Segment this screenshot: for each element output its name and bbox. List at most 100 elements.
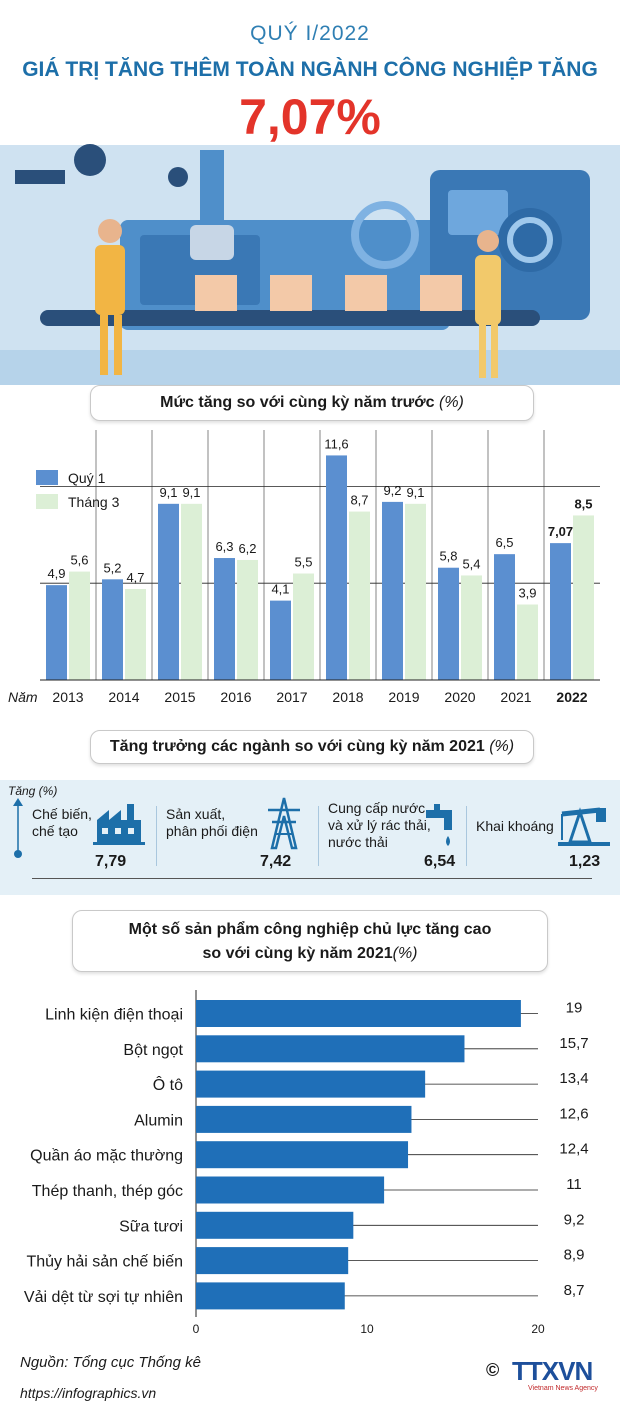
x-tick-label: 2018 (332, 689, 363, 705)
data-label-q1: 11,6 (324, 436, 348, 451)
x-tick-label: 2014 (108, 689, 139, 705)
bar-product (196, 1105, 412, 1133)
industry-label-line: và xử lý rác thải, (328, 817, 431, 833)
category-label: Thép thanh, thép góc (32, 1183, 183, 1200)
bar-product (196, 1282, 345, 1310)
x-tick-label: 2019 (388, 689, 419, 705)
bar-product (196, 1211, 354, 1239)
category-label: Ô tô (153, 1075, 183, 1094)
industry-item-water: Cung cấp nước và xử lý rác thải, nước th… (328, 800, 431, 851)
x-tick-label: 2021 (500, 689, 531, 705)
bar-march-2020 (461, 575, 482, 680)
bar-product (196, 1176, 385, 1204)
value-label: 12,4 (559, 1141, 588, 1158)
category-label: Alumin (134, 1112, 183, 1129)
data-label-march: 4,7 (126, 570, 144, 585)
category-label: Linh kiện điện thoại (45, 1007, 183, 1024)
factory-illustration (0, 144, 620, 385)
industry-label-line: Sản xuất, (166, 806, 226, 822)
section2-title: Tăng trưởng các ngành so với cùng kỳ năm… (90, 730, 534, 764)
bar-q1-2021 (494, 554, 515, 680)
bar-march-2013 (69, 571, 90, 680)
bar-q1-2016 (214, 558, 235, 680)
value-label: 11 (566, 1176, 582, 1193)
industry-label-line: Khai khoáng (476, 818, 554, 834)
section3-unit: (%) (392, 945, 418, 962)
bar-q1-2014 (102, 579, 123, 680)
bar-product (196, 1141, 409, 1169)
data-label-q1: 9,1 (159, 485, 177, 500)
industry-value: 7,42 (260, 853, 292, 870)
bar-q1-2013 (46, 585, 67, 680)
bar-march-2015 (181, 503, 202, 680)
industry-value: 1,23 (569, 853, 601, 870)
section2-title-text: Tăng trưởng các ngành so với cùng kỳ năm… (109, 738, 485, 755)
bar-product (196, 1247, 349, 1275)
value-label: 8,9 (564, 1247, 585, 1264)
bar-q1-2022 (550, 543, 571, 680)
bar-product (196, 1000, 521, 1027)
source-note: Nguồn: Tổng cục Thống kê (20, 1354, 201, 1371)
data-label-march: 3,9 (518, 585, 536, 600)
data-label-march: 5,4 (462, 556, 480, 571)
bar-q1-2018 (326, 455, 347, 680)
bar-q1-2020 (438, 567, 459, 680)
data-label-march: 5,5 (294, 555, 312, 570)
section3-title-line1: Một số sản phẩm công nghiệp chủ lực tăng… (128, 921, 492, 938)
section3-title: Một số sản phẩm công nghiệp chủ lực tăng… (72, 910, 548, 972)
data-label-march: 6,2 (238, 541, 256, 556)
bar-march-2016 (237, 559, 258, 680)
bar-q1-2015 (158, 503, 179, 680)
x-tick-label: 2015 (164, 689, 195, 705)
data-label-q1: 5,8 (439, 549, 457, 564)
copyright-mark: © (486, 1360, 500, 1380)
data-label-q1: 6,3 (215, 539, 233, 554)
data-label-q1: 4,1 (271, 582, 289, 597)
bar-march-2018 (349, 511, 370, 680)
data-label-q1: 9,2 (383, 483, 401, 498)
period-label: QUÝ I/2022 (250, 22, 370, 45)
category-label: Quần áo mặc thường (30, 1148, 183, 1165)
growth-bar-chart: 4,9 5,6 2013 5,2 4,7 2014 9,1 9,1 2015 6,3 6,2 2016… (8, 430, 600, 705)
legend-swatch-march (36, 494, 58, 509)
section1-title-text: Mức tăng so với cùng kỳ năm trước (160, 394, 435, 411)
section2-unit: (%) (489, 738, 515, 755)
headline-value: 7,07% (239, 89, 381, 145)
data-label-march: 9,1 (182, 485, 200, 500)
x-tick-label: 0 (193, 1322, 200, 1336)
bar-march-2021 (517, 604, 538, 680)
headline: GIÁ TRỊ TĂNG THÊM TOÀN NGÀNH CÔNG NGHIỆP… (22, 58, 598, 81)
value-label: 12,6 (559, 1105, 588, 1122)
industry-item-electricity: Sản xuất, phân phối điện (166, 806, 258, 840)
industry-label-line: Chế biến, (32, 806, 92, 822)
industry-item-mining: Khai khoáng (476, 818, 554, 835)
category-label: Sữa tươi (119, 1218, 183, 1235)
data-label-march: 5,6 (70, 553, 88, 568)
website-url: https://infographics.vn (20, 1385, 157, 1401)
bar-march-2019 (405, 503, 426, 680)
bar-product (196, 1070, 426, 1098)
x-tick-label: 2022 (556, 689, 587, 705)
x-tick-label: 2013 (52, 689, 83, 705)
value-label: 13,4 (559, 1070, 588, 1087)
water-tap-icon (426, 804, 452, 846)
x-tick-label: 20 (531, 1322, 545, 1336)
legend-label-q1: Quý 1 (68, 470, 106, 486)
x-tick-label: 2016 (220, 689, 251, 705)
divider (318, 806, 319, 866)
section3-title-line2: so với cùng kỳ năm 2021 (202, 945, 393, 962)
industry-label-line: Cung cấp nước (328, 800, 426, 816)
industry-axis-arrow (13, 798, 23, 858)
value-label: 9,2 (564, 1211, 585, 1228)
x-tick-label: 10 (360, 1322, 374, 1336)
divider (156, 806, 157, 866)
x-axis-label: Năm (8, 689, 38, 705)
category-label: Bột ngọt (123, 1042, 183, 1059)
data-label-q1: 4,9 (47, 566, 65, 581)
value-label: 15,7 (559, 1035, 588, 1052)
power-tower-icon (268, 797, 300, 850)
data-label-q1: 6,5 (495, 535, 513, 550)
ttxvn-logo: TTXVN (512, 1356, 593, 1386)
divider (466, 806, 467, 866)
